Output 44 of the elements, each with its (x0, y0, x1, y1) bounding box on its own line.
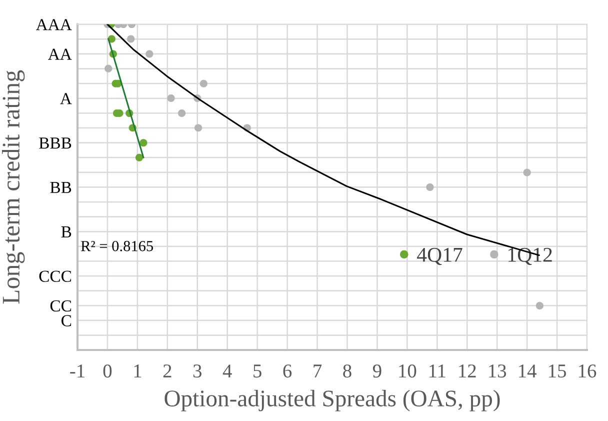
annotation: R² = 0.8165 (80, 240, 153, 252)
category-label: AA (48, 48, 72, 60)
y-axis-title: Long-term credit rating (2, 70, 25, 304)
x-tick-label: 7 (314, 364, 322, 378)
x-tick-label: 9 (372, 364, 382, 378)
category-label: CC (50, 300, 72, 312)
x-tick-label: 12 (459, 364, 476, 378)
category-label: A (60, 93, 72, 104)
legend-label: 1Q12 (508, 248, 552, 266)
x-tick-label: 3 (193, 364, 202, 378)
point (140, 139, 148, 147)
category-label: B (61, 226, 72, 238)
x-tick-label: 11 (430, 364, 446, 378)
category-label: CCC (39, 270, 72, 282)
x-tick-label: 15 (549, 364, 566, 378)
category-label: AAA (36, 19, 72, 30)
x-tick-label: 13 (489, 364, 506, 378)
point (194, 124, 202, 132)
point (426, 183, 434, 191)
point (523, 168, 531, 176)
point (127, 35, 135, 43)
point (536, 302, 544, 310)
x-tick-label: 8 (343, 364, 352, 378)
point (135, 154, 144, 162)
point (178, 109, 186, 118)
x-tick-label: 1 (134, 364, 142, 378)
category-label: C (62, 315, 72, 326)
point (167, 94, 175, 102)
x-tick-label: 16 (578, 364, 596, 378)
x-axis-title: Option-adjusted Spreads (OAS, pp) (164, 390, 500, 412)
x-tick-label: 6 (283, 364, 292, 378)
x-tick-label: 5 (254, 364, 262, 378)
x-tick-label: -1 (70, 364, 84, 378)
x-tick-label: 0 (103, 364, 112, 378)
point (104, 64, 112, 72)
x-tick-label: 4 (222, 364, 232, 378)
x-tick-label: 2 (163, 364, 172, 378)
x-tick-label: 10 (399, 364, 416, 378)
point (200, 80, 208, 88)
x-tick-label: 14 (519, 364, 536, 378)
category-label: BBB (39, 138, 72, 149)
legend-label: 4Q17 (417, 248, 462, 266)
point (146, 50, 154, 58)
category-label: BB (50, 182, 72, 193)
